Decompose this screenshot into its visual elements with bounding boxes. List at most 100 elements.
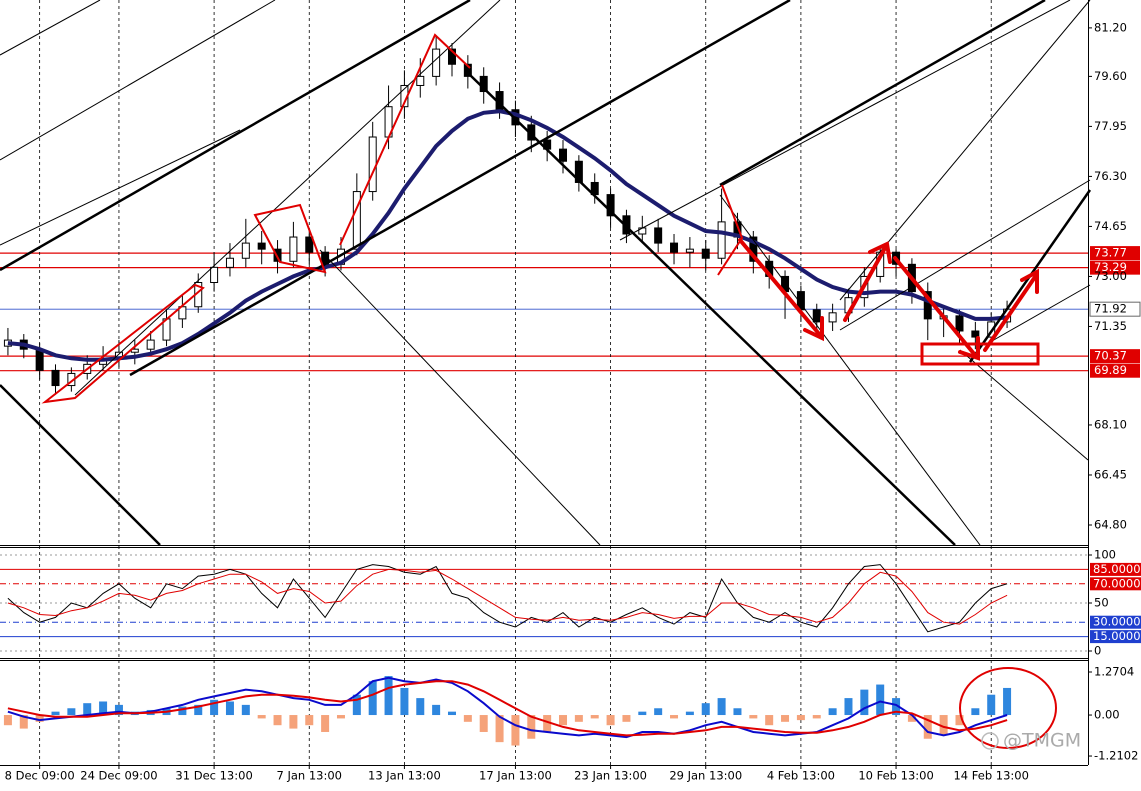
candle-body bbox=[305, 236, 314, 253]
histogram-bar bbox=[796, 715, 805, 721]
level-label-box bbox=[1090, 630, 1141, 644]
histogram-bar bbox=[210, 699, 219, 716]
candle-body bbox=[685, 248, 694, 253]
current-price-label: 71.92 bbox=[1094, 302, 1127, 316]
series-line bbox=[7, 564, 1008, 633]
histogram-bar bbox=[622, 715, 631, 722]
histogram-bar bbox=[400, 687, 409, 716]
y-tick-label: 71.35 bbox=[1094, 319, 1127, 333]
histogram-bar bbox=[717, 698, 726, 716]
histogram-bar bbox=[892, 698, 901, 716]
candle-body bbox=[368, 136, 377, 193]
candle-body bbox=[210, 266, 219, 284]
candle-body bbox=[606, 194, 615, 217]
candle-body bbox=[146, 339, 155, 350]
current-price-box bbox=[1089, 301, 1141, 317]
histogram-bar bbox=[19, 715, 28, 729]
level-label: 73.29 bbox=[1094, 260, 1127, 274]
candle-body bbox=[51, 369, 60, 387]
level-label-box bbox=[1090, 246, 1140, 261]
histogram-bar bbox=[828, 708, 837, 716]
x-tick-label: 31 Dec 13:00 bbox=[175, 769, 252, 783]
histogram-bar bbox=[384, 676, 393, 716]
histogram-bar bbox=[35, 715, 44, 722]
y-tick-label: 68.10 bbox=[1094, 417, 1127, 431]
histogram-bar bbox=[733, 708, 742, 716]
histogram-bar bbox=[987, 694, 996, 716]
histogram-bar bbox=[638, 711, 647, 716]
histogram-bar bbox=[701, 703, 710, 716]
level-label: 70.37 bbox=[1094, 349, 1127, 363]
histogram-bar bbox=[939, 715, 948, 736]
histogram-bar bbox=[1003, 687, 1012, 716]
histogram-bar bbox=[495, 715, 504, 743]
x-tick-label: 4 Feb 13:00 bbox=[767, 769, 835, 783]
x-tick-label: 14 Feb 13:00 bbox=[953, 769, 1028, 783]
level-label: 73.77 bbox=[1094, 246, 1127, 260]
candle-body bbox=[574, 160, 583, 183]
histogram-bar bbox=[654, 708, 663, 716]
level-label-box bbox=[1090, 260, 1140, 275]
series-line bbox=[7, 568, 1008, 625]
histogram-bar bbox=[685, 711, 694, 716]
histogram-bar bbox=[178, 706, 187, 716]
histogram-bar bbox=[83, 703, 92, 716]
y-tick-label: -1.2102 bbox=[1094, 749, 1138, 763]
level-label-box bbox=[1090, 577, 1141, 591]
candle-body bbox=[432, 48, 441, 77]
histogram-bar bbox=[51, 711, 60, 716]
grid-layer bbox=[0, 0, 1088, 765]
y-tick-label: 79.60 bbox=[1094, 69, 1127, 83]
candle-body bbox=[559, 148, 568, 162]
histogram-bar bbox=[955, 715, 964, 726]
histogram-bar bbox=[336, 715, 345, 719]
candle-body bbox=[289, 236, 298, 262]
histogram-bar bbox=[447, 711, 456, 716]
histogram-bar bbox=[876, 684, 885, 716]
histogram-bar bbox=[321, 715, 330, 732]
y-tick-label: 77.95 bbox=[1094, 119, 1127, 133]
histogram-bar bbox=[114, 704, 123, 716]
watermark: @TMGM bbox=[1003, 730, 1081, 752]
histogram-bar bbox=[432, 704, 441, 716]
histogram-bar bbox=[479, 715, 488, 732]
histogram-bar bbox=[971, 708, 980, 716]
panel-frame bbox=[0, 0, 1089, 766]
x-tick-label: 7 Jan 13:00 bbox=[277, 769, 343, 783]
histogram-bar bbox=[527, 715, 536, 739]
y-tick-label: 73.00 bbox=[1094, 269, 1127, 283]
histogram-bar bbox=[194, 704, 203, 716]
histogram-bar bbox=[257, 715, 266, 719]
candle-body bbox=[35, 348, 44, 371]
level-label: 85.0000 bbox=[1093, 562, 1141, 576]
candle-body bbox=[241, 242, 250, 259]
y-tick-label: 50 bbox=[1094, 596, 1109, 610]
histogram-bar bbox=[305, 715, 314, 726]
histogram-bar bbox=[543, 715, 552, 732]
histogram-bar bbox=[574, 715, 583, 722]
level-label-box bbox=[1090, 363, 1140, 378]
candle-body bbox=[463, 63, 472, 77]
x-tick-label: 8 Dec 09:00 bbox=[5, 769, 75, 783]
level-label: 70.0000 bbox=[1093, 576, 1141, 590]
histogram-bar bbox=[812, 715, 821, 719]
histogram-bar bbox=[559, 715, 568, 726]
candle-body bbox=[812, 309, 821, 323]
y-tick-label: 81.20 bbox=[1094, 20, 1127, 34]
histogram-bar bbox=[907, 715, 916, 722]
candle-body bbox=[447, 48, 456, 65]
series-line bbox=[7, 680, 1008, 737]
histogram-bar bbox=[765, 715, 774, 726]
series-line bbox=[7, 676, 1008, 739]
x-tick-label: 13 Jan 13:00 bbox=[368, 769, 441, 783]
histogram-bar bbox=[352, 694, 361, 716]
x-tick-label: 17 Jan 13:00 bbox=[479, 769, 552, 783]
histogram-bar bbox=[273, 715, 282, 726]
candle-body bbox=[923, 291, 932, 320]
histogram-bar bbox=[416, 698, 425, 716]
histogram-bar bbox=[844, 698, 853, 716]
histogram-bar bbox=[99, 701, 108, 716]
histogram-bar bbox=[368, 681, 377, 716]
x-tick-label: 29 Jan 13:00 bbox=[669, 769, 742, 783]
